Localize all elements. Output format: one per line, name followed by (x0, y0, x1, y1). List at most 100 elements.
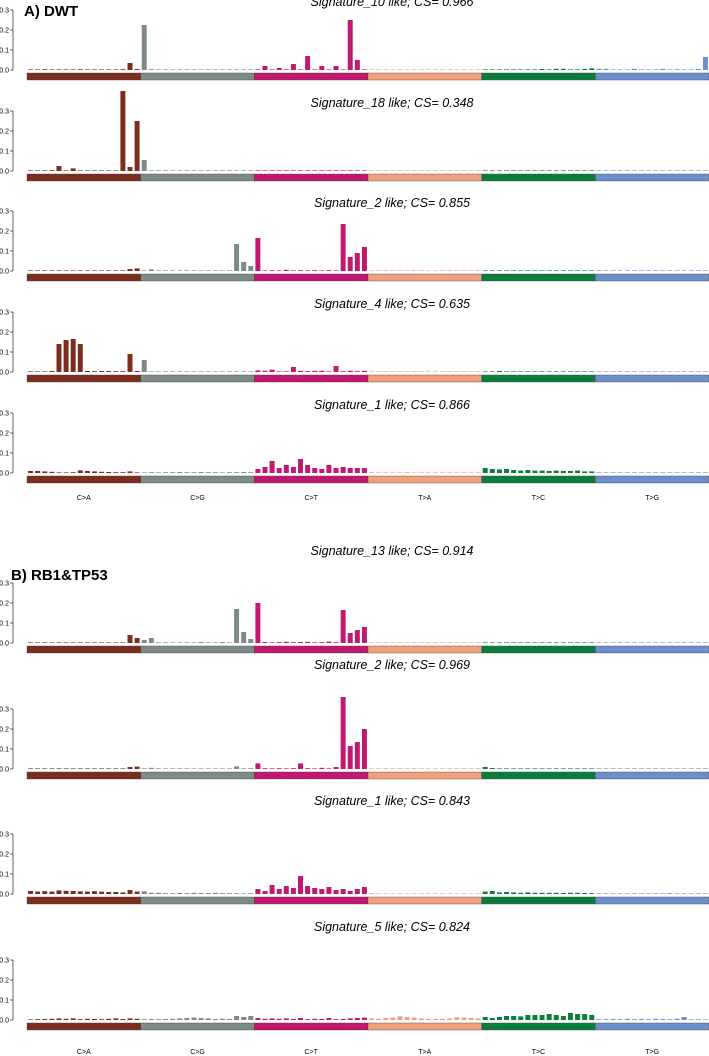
category-strip (140, 1022, 255, 1031)
bar (305, 465, 311, 473)
bar (326, 768, 332, 769)
bar (134, 766, 140, 769)
bar (298, 763, 303, 769)
category-strip (595, 645, 709, 654)
bar (312, 270, 318, 271)
bar (454, 642, 460, 643)
bar (234, 69, 240, 70)
bar (553, 170, 559, 171)
bar (226, 69, 232, 70)
bar (163, 768, 169, 769)
bar (447, 472, 453, 473)
bar (113, 1018, 119, 1020)
bar (660, 371, 666, 372)
bar (70, 472, 76, 473)
bar (496, 642, 502, 643)
bar (546, 1014, 552, 1020)
bar (589, 68, 595, 70)
bar (518, 1016, 524, 1020)
category-strip (367, 475, 482, 484)
bar (170, 642, 176, 643)
bar (688, 170, 694, 171)
bar (42, 471, 48, 473)
bar (440, 270, 446, 271)
bar (248, 768, 254, 769)
bar (234, 1016, 240, 1020)
bar (390, 642, 396, 643)
bar (546, 69, 552, 70)
bar (482, 468, 488, 473)
bar (539, 892, 545, 894)
bar (177, 371, 183, 372)
bar (418, 768, 424, 769)
bar (84, 270, 90, 271)
bar (120, 768, 126, 769)
bar (269, 768, 275, 769)
bar (63, 642, 69, 643)
bar (92, 471, 97, 473)
y-tick-label: 0.3 (0, 581, 9, 588)
category-strip (367, 645, 482, 654)
bar (624, 893, 630, 894)
category-strip (26, 374, 141, 383)
bar (205, 371, 211, 372)
bar (589, 768, 595, 769)
bar (234, 371, 240, 372)
category-strip (481, 771, 596, 780)
bar (177, 642, 183, 643)
bar (575, 170, 581, 171)
bar (582, 893, 588, 894)
bar (155, 69, 161, 70)
bar (283, 69, 289, 70)
bar (42, 69, 48, 70)
bar (226, 642, 232, 643)
bar (489, 170, 495, 171)
bar (106, 170, 112, 171)
bar (390, 270, 396, 271)
bar (575, 270, 581, 271)
bar (141, 25, 147, 70)
bar (170, 768, 176, 769)
bar (397, 170, 403, 171)
mutation-type-label: T>A (418, 1049, 431, 1056)
bar (170, 893, 176, 894)
bar (92, 891, 97, 894)
bar (411, 371, 417, 372)
bar (134, 268, 140, 271)
bar (319, 1019, 325, 1020)
bar (205, 270, 211, 271)
bar (702, 768, 708, 769)
bar (234, 609, 240, 643)
bar (582, 642, 588, 643)
bar (631, 768, 637, 769)
bar (369, 893, 375, 894)
bar (688, 69, 694, 70)
bar (120, 642, 126, 643)
bar (219, 170, 225, 171)
bar (28, 1019, 34, 1020)
bar (92, 270, 97, 271)
bar (688, 642, 694, 643)
bar (319, 66, 325, 70)
bar (219, 642, 225, 643)
bar (688, 270, 694, 271)
bar (113, 892, 119, 894)
bar (596, 642, 602, 643)
bar (496, 170, 502, 171)
y-tick-label: 0.1 (0, 249, 9, 256)
signature-plot: Signature_13 like; CS= 0.914 0.0 0.1 0.2 0.3 (0, 544, 709, 654)
bar (276, 1018, 282, 1020)
bar (361, 370, 367, 372)
bar (383, 371, 389, 372)
bar (326, 887, 332, 894)
bar (404, 69, 410, 70)
bar (376, 768, 382, 769)
bar (148, 170, 154, 171)
bar (425, 472, 431, 473)
bar (582, 69, 588, 70)
bar (184, 371, 190, 372)
bar (440, 642, 446, 643)
bar (155, 371, 161, 372)
bar (92, 642, 97, 643)
